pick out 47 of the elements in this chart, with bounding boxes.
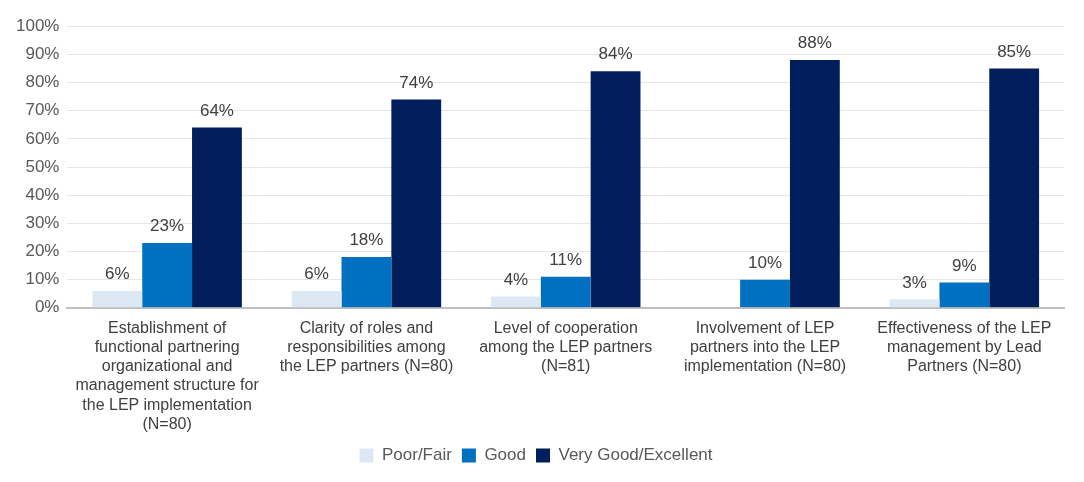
y-tick-label: 70% <box>25 100 60 120</box>
bar <box>142 243 193 308</box>
data-label: 10% <box>748 252 783 272</box>
bar <box>341 257 392 308</box>
legend-label: Good <box>484 445 526 465</box>
x-tick-label: Involvement of LEP partners into the LEP implementation (N=80) <box>683 318 847 375</box>
data-label: 23% <box>150 216 185 236</box>
y-tick-label: 50% <box>25 156 60 176</box>
data-label: 3% <box>902 272 927 292</box>
y-tick-label: 20% <box>25 241 60 261</box>
bar <box>491 296 541 308</box>
data-label: 9% <box>952 255 977 275</box>
data-label: 84% <box>598 44 633 64</box>
y-tick-label: 10% <box>25 269 60 289</box>
data-label: 64% <box>199 100 234 120</box>
y-tick-label: 80% <box>25 72 60 92</box>
bar <box>92 290 143 308</box>
bar <box>291 290 342 308</box>
data-label: 6% <box>105 264 130 284</box>
data-label: 4% <box>503 269 529 289</box>
data-label: 18% <box>349 230 384 250</box>
x-tick-label: Level of cooperation among the LEP partners (N=81) <box>479 318 653 375</box>
data-label: 85% <box>997 41 1032 61</box>
y-tick-label: 90% <box>25 44 60 64</box>
bar <box>740 279 790 308</box>
x-tick-label: Effectiveness of the LEP management by Lead Partners (N=80) <box>877 318 1052 375</box>
y-tick-label: 100% <box>16 15 60 35</box>
bar <box>192 127 242 308</box>
x-tick-label: Establishment of functional partnering organizational and management structure for the LEP implementation (N=80) <box>75 318 260 432</box>
y-tick-label: 40% <box>25 184 60 204</box>
bar <box>989 68 1040 308</box>
bar <box>391 99 442 308</box>
x-tick-label: Clarity of roles and responsibilities among the LEP partners (N=80) <box>279 318 454 375</box>
data-label: 6% <box>304 264 329 284</box>
bar <box>590 71 641 308</box>
y-tick-label: 30% <box>25 213 60 233</box>
y-tick-label: 60% <box>25 128 60 148</box>
bar <box>889 299 940 308</box>
legend-label: Poor/Fair <box>381 445 453 465</box>
data-label: 11% <box>549 250 583 270</box>
data-label: 88% <box>797 33 832 53</box>
data-label: 74% <box>399 72 434 92</box>
bar <box>939 282 990 308</box>
y-tick-label: 0% <box>34 297 60 317</box>
bar <box>540 276 591 308</box>
bar <box>789 59 840 308</box>
legend-label: Very Good/Excellent <box>558 445 713 465</box>
